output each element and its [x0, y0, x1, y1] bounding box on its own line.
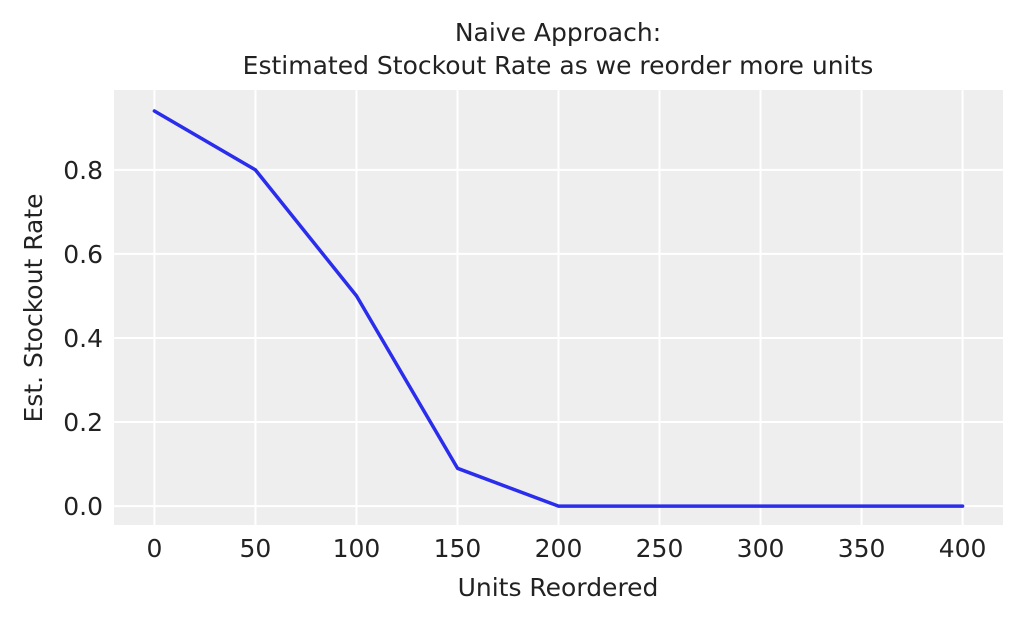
y-tick-label: 0.2	[63, 408, 103, 437]
x-axis-label: Units Reordered	[458, 573, 659, 602]
x-tick-label: 350	[838, 534, 886, 563]
y-axis-label: Est. Stockout Rate	[19, 193, 48, 422]
y-tick-labels: 0.0 0.2 0.4 0.6 0.8	[63, 156, 103, 521]
series-layer	[152, 109, 965, 508]
y-tick-label: 0.4	[63, 324, 103, 353]
y-tick-label: 0.8	[63, 156, 103, 185]
chart-title-line-1: Naive Approach:	[455, 18, 661, 47]
y-tick-label: 0.6	[63, 240, 103, 269]
x-tick-labels: 0 50 100 150 200 250 300 350 400	[146, 534, 986, 563]
x-tick-label: 200	[535, 534, 583, 563]
y-tick-label: 0.0	[63, 492, 103, 521]
x-tick-label: 250	[636, 534, 684, 563]
x-tick-label: 150	[434, 534, 482, 563]
x-tick-label: 300	[737, 534, 785, 563]
x-tick-label: 100	[333, 534, 381, 563]
x-tick-label: 0	[146, 534, 162, 563]
chart-title-line-2: Estimated Stockout Rate as we reorder mo…	[243, 51, 874, 80]
stockout-rate-line	[152, 109, 965, 508]
x-tick-label: 50	[240, 534, 272, 563]
x-tick-label: 400	[939, 534, 987, 563]
